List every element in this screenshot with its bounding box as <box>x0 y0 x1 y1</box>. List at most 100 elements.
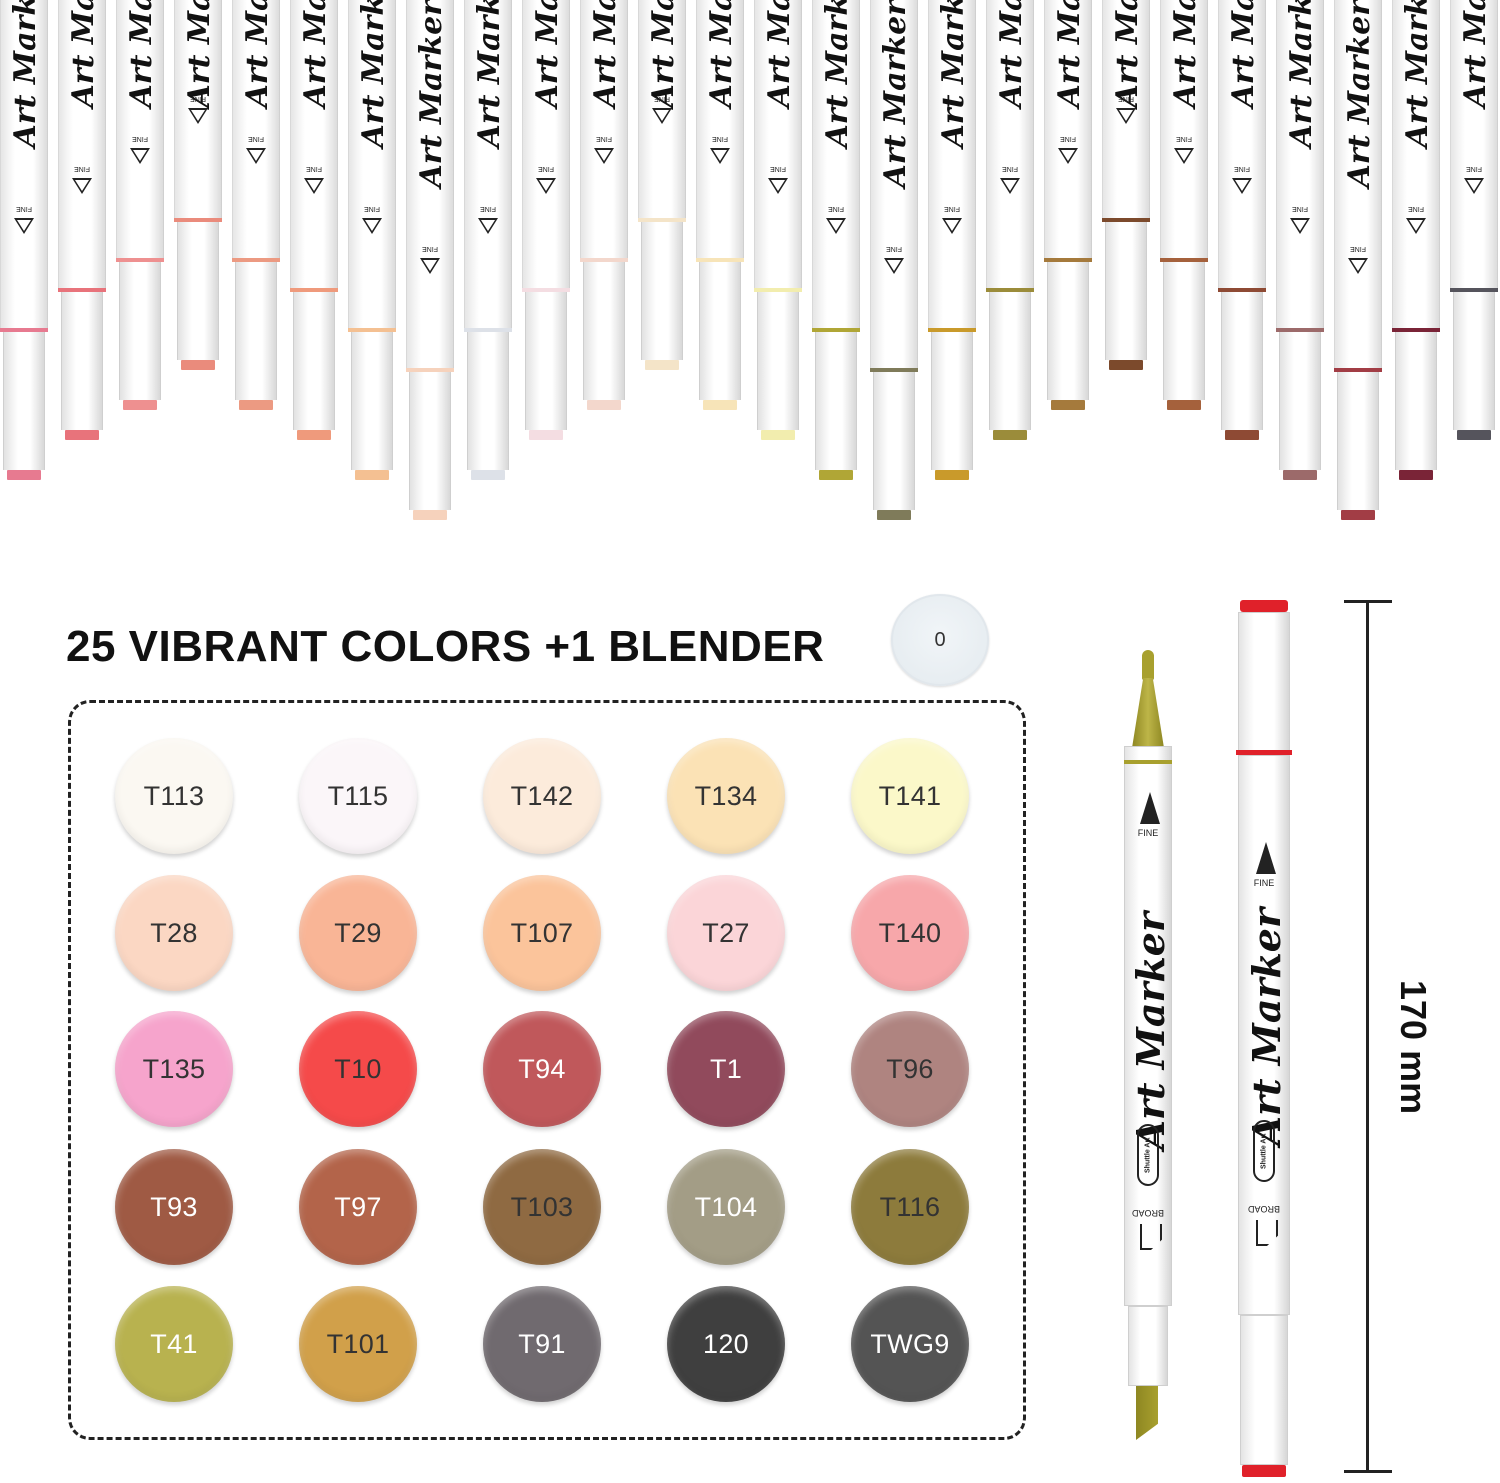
top-cap-end <box>1240 600 1288 612</box>
fine-tip-icon <box>1116 108 1136 124</box>
marker-barrel <box>1392 0 1440 330</box>
color-swatch-t141: T141 <box>851 738 969 854</box>
color-swatch-t101: T101 <box>299 1286 417 1402</box>
top-cap <box>1238 612 1290 752</box>
fine-label: FINE <box>596 135 612 142</box>
marker-barrel <box>406 0 454 370</box>
art-marker-script: Art Marker <box>240 0 275 108</box>
marker-cap-end <box>1457 430 1491 440</box>
marker-cap <box>583 262 625 400</box>
marker-color-band <box>464 328 512 332</box>
marker-cap-end <box>471 470 505 480</box>
marker-top-17: Art Marker FINE <box>986 0 1034 442</box>
art-marker-script: Art Marker <box>1458 0 1493 108</box>
fine-label: FINE <box>1408 205 1424 212</box>
blender-swatch: 0 <box>891 594 989 686</box>
fine-tip-icon <box>768 178 788 194</box>
marker-top-1: Art Marker FINE <box>58 0 106 442</box>
marker-cap-end <box>123 400 157 410</box>
color-swatch-t104: T104 <box>667 1149 785 1265</box>
fine-label: FINE <box>1002 165 1018 172</box>
marker-cap-end <box>877 510 911 520</box>
fine-tip-icon <box>1000 178 1020 194</box>
marker-cap-end <box>239 400 273 410</box>
marker-color-band <box>1044 258 1092 262</box>
brand-badge: Shuttle Art <box>1137 1124 1159 1186</box>
fine-tip-icon <box>652 108 672 124</box>
marker-color-band <box>1450 288 1498 292</box>
marker-cap-end <box>993 430 1027 440</box>
marker-cap <box>1279 332 1321 470</box>
marker-color-band <box>928 328 976 332</box>
art-marker-script: Art Marker <box>994 0 1029 108</box>
color-swatch-t27: T27 <box>667 875 785 991</box>
color-band <box>1124 760 1172 764</box>
marker-cap <box>1395 332 1437 470</box>
dimension-cap-top <box>1344 600 1392 603</box>
fine-tip-icon <box>1058 148 1078 164</box>
marker-cap <box>1128 1306 1168 1386</box>
swatch-label: T93 <box>150 1191 198 1222</box>
art-marker-script: Art Marker <box>878 0 913 188</box>
color-swatch-t134: T134 <box>667 738 785 854</box>
marker-cap-end <box>587 400 621 410</box>
broad-nib <box>1136 1386 1158 1440</box>
brand-badge: Shuttle Art <box>1253 1120 1275 1182</box>
swatch-label: T28 <box>150 917 198 948</box>
fine-tip-icon <box>1348 258 1368 274</box>
art-marker-script: Art Marker <box>1128 912 1173 1150</box>
fine-label: FINE <box>190 95 206 102</box>
fine-label: FINE <box>1466 165 1482 172</box>
color-swatch-t135: T135 <box>115 1011 233 1127</box>
art-marker-script: Art Marker <box>1342 0 1377 188</box>
marker-cap <box>409 372 451 510</box>
marker-cap-end <box>297 430 331 440</box>
swatch-label: T27 <box>702 917 750 948</box>
marker-cap <box>873 372 915 510</box>
marker-cap <box>815 332 857 470</box>
marker-barrel <box>870 0 918 370</box>
color-swatch-t29: T29 <box>299 875 417 991</box>
marker-cap-end <box>1341 510 1375 520</box>
swatch-label: T96 <box>886 1053 934 1084</box>
color-swatch-t97: T97 <box>299 1149 417 1265</box>
marker-top-2: Art Marker FINE <box>116 0 164 412</box>
swatch-label: 120 <box>703 1328 749 1359</box>
art-marker-script: Art Marker <box>356 0 391 148</box>
marker-cap-end <box>1109 360 1143 370</box>
swatch-label: T115 <box>327 780 389 811</box>
color-swatch-t96: T96 <box>851 1011 969 1127</box>
fine-tip-icon <box>188 108 208 124</box>
fine-label: FINE <box>16 205 32 212</box>
swatch-label: T104 <box>694 1191 758 1222</box>
color-swatch-t10: T10 <box>299 1011 417 1127</box>
marker-cap <box>525 292 567 430</box>
fine-tip-icon <box>536 178 556 194</box>
fine-tip-icon <box>826 218 846 234</box>
marker-barrel <box>1334 0 1382 370</box>
art-marker-script: Art Marker <box>646 0 681 108</box>
marker-color-band <box>1276 328 1324 332</box>
swatch-label: T10 <box>334 1053 382 1084</box>
marker-cap-end <box>1283 470 1317 480</box>
art-marker-script: Art Marker <box>820 0 855 148</box>
fine-label: FINE <box>770 165 786 172</box>
color-swatch-t142: T142 <box>483 738 601 854</box>
broad-tip-icon <box>1256 1220 1278 1246</box>
marker-cap-end <box>65 430 99 440</box>
marker-barrel <box>348 0 396 330</box>
fine-label: FINE <box>1176 135 1192 142</box>
marker-top-7: Art Marker FINE <box>406 0 454 522</box>
marker-top-5: Art Marker FINE <box>290 0 338 442</box>
marker-color-band <box>1392 328 1440 332</box>
fine-tip-icon <box>1232 178 1252 194</box>
art-marker-script: Art Marker <box>124 0 159 108</box>
marker-color-band <box>1160 258 1208 262</box>
marker-barrel <box>812 0 860 330</box>
marker-color-band <box>174 218 222 222</box>
art-marker-script: Art Marker <box>1168 0 1203 108</box>
color-swatch-t140: T140 <box>851 875 969 991</box>
marker-cap <box>1453 292 1495 430</box>
marker-barrel <box>232 0 280 260</box>
headline: 25 VIBRANT COLORS +1 BLENDER <box>66 622 825 671</box>
